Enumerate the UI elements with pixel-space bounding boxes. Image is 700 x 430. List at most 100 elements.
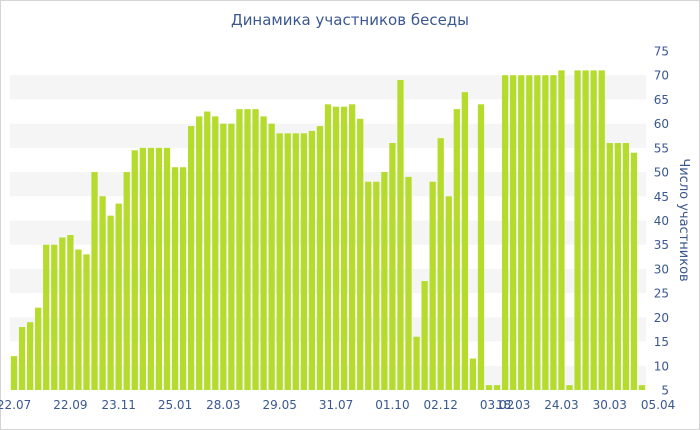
bar <box>252 109 259 390</box>
x-tick-label: 28.03 <box>206 398 240 412</box>
bar <box>139 147 146 390</box>
bar <box>75 249 82 390</box>
y-tick-label: 75 <box>654 45 669 59</box>
y-tick-label: 70 <box>654 69 669 83</box>
bar <box>59 237 66 390</box>
bar <box>590 70 597 390</box>
y-tick-label: 25 <box>654 287 669 301</box>
bar <box>373 181 380 390</box>
bar <box>316 126 324 391</box>
bar <box>453 109 460 390</box>
y-tick-label: 55 <box>654 141 669 155</box>
y-tick-label: 20 <box>654 311 669 325</box>
bar <box>469 358 477 390</box>
bar <box>582 70 589 390</box>
y-tick-label: 10 <box>654 359 669 373</box>
x-tick-label: 22.07 <box>0 398 31 412</box>
y-tick-labels: 5 10 15 20 25 30 35 40 45 50 55 60 65 70 75 <box>654 45 669 398</box>
bar <box>461 92 469 391</box>
bar <box>485 385 493 390</box>
y-tick-label: 65 <box>654 93 669 107</box>
bar <box>381 172 388 390</box>
bar <box>332 106 340 390</box>
bar <box>501 75 509 390</box>
x-tick-label: 18.03 <box>496 398 530 412</box>
bar <box>534 75 541 390</box>
y-tick-label: 45 <box>654 190 669 204</box>
x-tick-label: 05.04 <box>641 398 675 412</box>
bar <box>51 244 58 390</box>
bar <box>18 327 26 390</box>
x-tick-label: 31.07 <box>319 398 353 412</box>
bar <box>630 152 638 390</box>
bar <box>526 75 533 390</box>
bar <box>43 244 50 390</box>
y-tick-label: 5 <box>661 384 669 398</box>
y-tick-label: 15 <box>654 335 669 349</box>
bar <box>196 116 203 390</box>
bar <box>292 133 299 391</box>
y-axis-label: Число участников <box>676 158 691 281</box>
bar <box>437 138 444 390</box>
bar <box>349 104 356 391</box>
bar <box>340 106 348 390</box>
y-tick-label: 35 <box>654 238 669 252</box>
bar <box>518 75 525 390</box>
bar <box>163 147 171 390</box>
bar <box>510 75 517 390</box>
bar <box>204 111 211 391</box>
bar <box>308 130 316 390</box>
bar <box>389 143 396 390</box>
bar <box>574 70 581 390</box>
bar <box>244 109 251 390</box>
bar <box>405 176 412 390</box>
y-tick-label: 40 <box>654 214 669 228</box>
x-tick-label: 03.02 <box>480 398 514 412</box>
bar <box>107 215 114 390</box>
bar <box>598 70 605 390</box>
bar <box>300 133 307 391</box>
bar <box>131 150 138 390</box>
bar <box>397 80 404 391</box>
bar <box>212 116 219 390</box>
bar <box>67 235 74 390</box>
bar <box>365 181 372 390</box>
bar <box>187 126 195 391</box>
x-tick-label: 22.09 <box>53 398 87 412</box>
bar <box>260 116 267 390</box>
bar <box>550 75 557 390</box>
bar <box>268 123 275 391</box>
bar <box>123 172 130 390</box>
bars-group <box>10 70 646 391</box>
x-tick-label: 01.10 <box>375 398 409 412</box>
x-tick-label: 25.01 <box>158 398 192 412</box>
x-tick-label: 02.12 <box>424 398 458 412</box>
bar <box>566 385 573 390</box>
x-tick-label: 24.03 <box>544 398 578 412</box>
bar <box>179 167 187 390</box>
bar <box>445 196 452 390</box>
bar <box>220 123 227 391</box>
bar <box>171 167 179 390</box>
y-tick-label: 60 <box>654 117 669 131</box>
bar <box>357 118 364 391</box>
bar <box>115 203 122 390</box>
bar <box>413 336 420 390</box>
bar <box>324 104 332 391</box>
y-tick-label: 50 <box>654 166 669 180</box>
bar <box>493 385 501 390</box>
bar <box>91 172 98 390</box>
bar <box>35 307 42 390</box>
bar <box>26 322 34 390</box>
x-tick-label: 23.11 <box>102 398 136 412</box>
bar <box>147 147 155 390</box>
x-tick-label: 29.05 <box>263 398 297 412</box>
bar <box>10 356 18 390</box>
bar <box>429 181 436 390</box>
bar <box>558 70 565 390</box>
bar <box>421 281 428 390</box>
bar <box>276 133 283 391</box>
bar <box>622 143 630 390</box>
bar <box>542 75 549 390</box>
bar <box>228 123 235 391</box>
